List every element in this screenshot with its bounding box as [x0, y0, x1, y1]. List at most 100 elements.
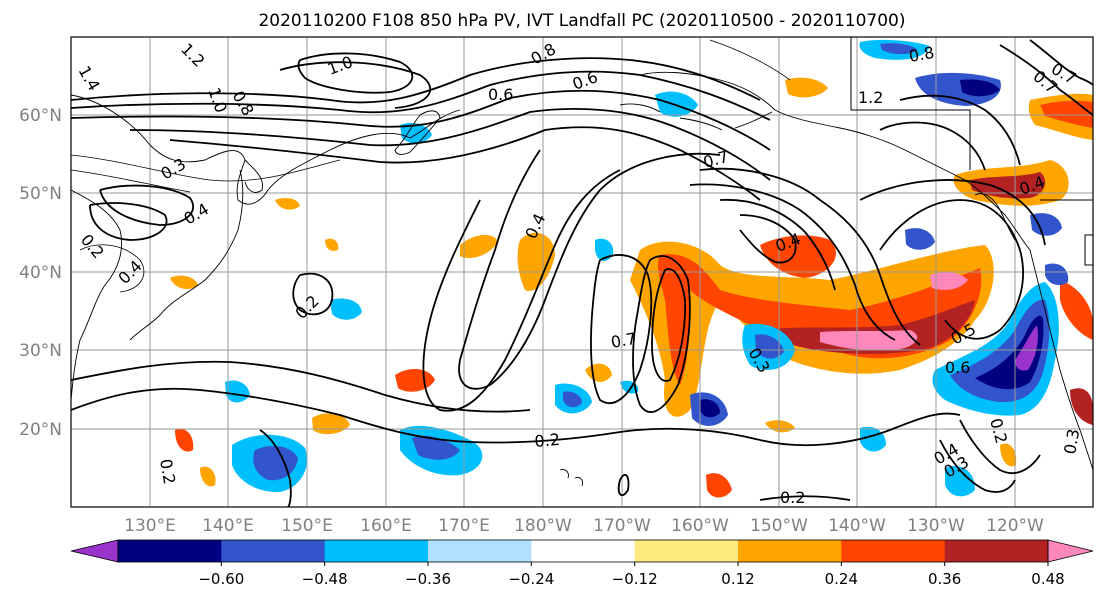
lat-axis-labels: 60°N 50°N 40°N 30°N 20°N — [19, 106, 62, 440]
positive-shading — [170, 77, 1093, 498]
cool-blob-5-core — [563, 391, 582, 408]
cool-blob-10 — [1030, 213, 1062, 236]
colorbar-tick-label: 0.24 — [825, 570, 858, 588]
warm-blob-3 — [460, 234, 498, 259]
colorbar-outline — [117, 539, 1049, 563]
lon-label: 130°W — [907, 516, 965, 536]
contour — [297, 52, 414, 94]
lon-label: 170°W — [593, 516, 651, 536]
contour — [879, 199, 1024, 340]
contour — [719, 198, 836, 291]
contour — [292, 272, 334, 316]
lon-label: 170°E — [438, 516, 490, 536]
contour — [169, 126, 761, 201]
contour — [590, 254, 653, 405]
colorbar-tick-label: 0.36 — [928, 570, 961, 588]
contour — [632, 255, 691, 413]
lat-label: 20°N — [19, 420, 62, 440]
coast-na-inner — [974, 193, 1016, 241]
contour-label: 0.6 — [488, 85, 513, 104]
contour-label: 0.8 — [907, 43, 935, 66]
contour — [699, 167, 921, 346]
contour — [259, 429, 292, 507]
pv-contour — [71, 154, 341, 182]
colorbar-segment — [738, 540, 842, 562]
map-border — [70, 36, 1094, 508]
warm-blob-dark — [760, 300, 975, 354]
cool-blob-top-core — [880, 43, 918, 55]
borders — [850, 37, 1093, 266]
coast-hawaii — [559, 469, 583, 487]
warm-blob-10 — [706, 473, 732, 498]
contour — [759, 495, 851, 501]
lon-label: 130°E — [124, 516, 176, 536]
colorbar: −0.60 −0.48 −0.36 −0.24 −0.12 0.12 0.24 0.36 0.4… — [70, 539, 1094, 588]
colorbar-segment — [944, 540, 1049, 562]
lon-label: 140°W — [828, 516, 886, 536]
contour — [71, 70, 771, 121]
cool-blob-15 — [225, 380, 250, 403]
colorbar-segment — [841, 540, 946, 562]
contour-label: 0.2 — [780, 488, 805, 507]
contour — [71, 387, 761, 444]
warm-blob-2 — [517, 232, 555, 291]
map-content: 1.4 1.2 1.0 0.8 0.6 0.4 0.3 0.2 0.7 0.8 … — [71, 37, 1105, 507]
colorbar-segment — [531, 540, 636, 562]
cool-blob-6 — [655, 91, 698, 117]
colorbar-tick-label: −0.36 — [405, 570, 451, 588]
coast-korea — [71, 189, 123, 401]
cool-blob-8 — [330, 298, 362, 320]
contour — [959, 419, 1041, 475]
contour — [617, 473, 630, 497]
colorbar-segment — [118, 540, 222, 562]
warm-blob-ne-core — [1040, 100, 1093, 128]
colorbar-segment — [221, 540, 326, 562]
contour — [899, 94, 1021, 166]
pv-contour — [709, 39, 791, 81]
graticule — [71, 37, 1093, 507]
coast-japan-north — [244, 159, 263, 193]
contour — [689, 183, 896, 341]
lon-label: 160°W — [671, 516, 729, 536]
contour — [1029, 39, 1093, 86]
contour — [458, 149, 721, 390]
coast-aleutians — [619, 103, 773, 131]
colorbar-tick-label: −0.12 — [612, 570, 658, 588]
lon-label: 160°E — [360, 516, 412, 536]
pv-contour — [79, 244, 145, 293]
lon-label: 150°W — [750, 516, 808, 536]
warm-blob-gulf-core — [970, 172, 1046, 199]
contour — [99, 184, 194, 226]
negative-shading — [225, 39, 1069, 497]
contour — [859, 179, 1046, 246]
colorbar-tick-label: 0.12 — [721, 570, 754, 588]
border-canada-us — [850, 37, 971, 170]
colorbar-tick-label: −0.60 — [198, 570, 244, 588]
cool-blob-2-core — [412, 435, 460, 460]
contour-label: 0.2 — [1088, 67, 1105, 96]
warm-blob-pink-2 — [930, 272, 968, 290]
contour — [71, 57, 761, 104]
cool-blob-16 — [1045, 263, 1069, 286]
contour — [999, 44, 1093, 116]
lat-label: 30°N — [19, 341, 62, 361]
colorbar-extend-low — [70, 539, 119, 563]
colorbar-tick-label: −0.24 — [508, 570, 554, 588]
colorbar-extend-high — [1047, 539, 1094, 563]
lat-label: 60°N — [19, 106, 62, 126]
lat-label: 50°N — [19, 184, 62, 204]
contour-label: 0.6 — [945, 358, 970, 377]
contour — [71, 360, 531, 413]
warm-blob-12 — [1000, 443, 1017, 467]
warm-blob-7 — [200, 466, 216, 487]
figure-title: 2020110200 F108 850 hPa PV, IVT Landfall… — [258, 11, 905, 31]
coast-alaska — [639, 71, 1031, 251]
lon-axis-labels: 130°E 140°E 150°E 160°E 170°E 180°W 170°… — [124, 516, 1044, 536]
colorbar-segment — [428, 540, 532, 562]
contour — [89, 202, 168, 241]
cool-blob-3-core — [755, 334, 784, 359]
contour-label: 0.3 — [1060, 427, 1083, 455]
warm-blob-6 — [175, 428, 194, 452]
colorbar-tick-label: 0.48 — [1031, 570, 1064, 588]
